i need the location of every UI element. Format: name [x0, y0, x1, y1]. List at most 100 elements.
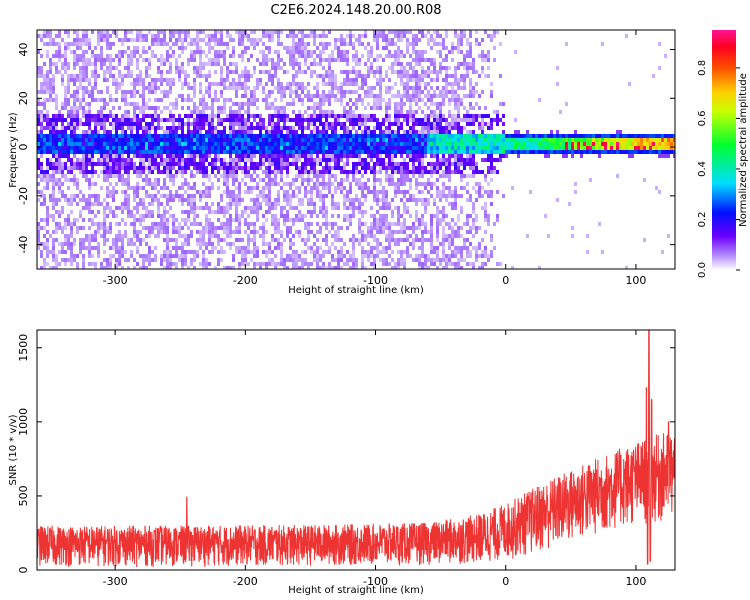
- heatmap-cell: [214, 142, 217, 146]
- heatmap-cell: [397, 210, 400, 214]
- heatmap-cell: [64, 118, 67, 122]
- heatmap-cell: [64, 106, 67, 110]
- heatmap-cell: [118, 158, 121, 162]
- heatmap-cell: [199, 86, 202, 90]
- heatmap-cell: [199, 142, 202, 146]
- heatmap-cell: [295, 70, 298, 74]
- heatmap-cell: [160, 230, 163, 234]
- heatmap-cell: [139, 54, 142, 58]
- heatmap-cell: [52, 126, 55, 130]
- heatmap-cell: [169, 254, 172, 258]
- heatmap-cell: [367, 90, 370, 94]
- heatmap-cell: [244, 34, 247, 38]
- heatmap-cell: [379, 190, 382, 194]
- heatmap-cell: [274, 254, 277, 258]
- heatmap-cell: [265, 250, 268, 254]
- heatmap-cell: [346, 174, 349, 178]
- heatmap-cell: [67, 66, 70, 70]
- heatmap-cell: [178, 246, 181, 250]
- heatmap-cell: [205, 202, 208, 206]
- heatmap-cell: [286, 170, 289, 174]
- heatmap-cell: [430, 186, 433, 190]
- heatmap-cell: [52, 118, 55, 122]
- heatmap-cell: [166, 138, 169, 142]
- heatmap-cell: [97, 114, 100, 118]
- heatmap-cell: [346, 154, 349, 158]
- heatmap-cell: [265, 98, 268, 102]
- heatmap-cell: [361, 98, 364, 102]
- heatmap-cell: [280, 82, 283, 86]
- heatmap-cell: [100, 106, 103, 110]
- heatmap-cell: [130, 102, 133, 106]
- heatmap-cell: [196, 222, 199, 226]
- heatmap-cell: [148, 262, 151, 266]
- heatmap-cell: [397, 58, 400, 62]
- heatmap-cell: [322, 74, 325, 78]
- heatmap-cell: [406, 38, 409, 42]
- heatmap-cell: [250, 238, 253, 242]
- heatmap-cell: [340, 266, 343, 269]
- heatmap-cell: [196, 162, 199, 166]
- heatmap-cell: [82, 194, 85, 198]
- heatmap-cell: [70, 258, 73, 262]
- heatmap-cell: [205, 266, 208, 269]
- heatmap-cell: [310, 214, 313, 218]
- heatmap-cell: [226, 134, 229, 138]
- heatmap-cell: [331, 150, 334, 154]
- heatmap-cell: [79, 238, 82, 242]
- heatmap-cell: [379, 98, 382, 102]
- heatmap-cell: [40, 70, 43, 74]
- heatmap-cell: [112, 106, 115, 110]
- heatmap-cell: [52, 90, 55, 94]
- heatmap-cell: [298, 230, 301, 234]
- heatmap-cell: [325, 70, 328, 74]
- heatmap-cell: [340, 146, 343, 150]
- heatmap-cell: [415, 86, 418, 90]
- heatmap-cell: [385, 258, 388, 262]
- heatmap-cell: [43, 82, 46, 86]
- heatmap-cell: [394, 70, 397, 74]
- heatmap-cell: [346, 218, 349, 222]
- heatmap-cell: [52, 218, 55, 222]
- heatmap-cell: [193, 218, 196, 222]
- heatmap-cell: [241, 58, 244, 62]
- heatmap-cell: [73, 198, 76, 202]
- heatmap-cell: [277, 154, 280, 158]
- heatmap-cell: [166, 238, 169, 242]
- heatmap-cell: [310, 150, 313, 154]
- heatmap-cell: [226, 98, 229, 102]
- heatmap-cell: [277, 246, 280, 250]
- heatmap-cell: [208, 150, 211, 154]
- heatmap-cell: [79, 142, 82, 146]
- heatmap-cell: [334, 174, 337, 178]
- heatmap-cell: [400, 254, 403, 258]
- heatmap-cell: [217, 130, 220, 134]
- heatmap-cell: [304, 226, 307, 230]
- heatmap-cell: [250, 102, 253, 106]
- heatmap-cell: [46, 42, 49, 46]
- heatmap-cell: [370, 114, 373, 118]
- heatmap-cell: [127, 142, 130, 146]
- heatmap-cell: [367, 150, 370, 154]
- heatmap-cell: [406, 170, 409, 174]
- heatmap-cell: [301, 126, 304, 130]
- heatmap-cell: [226, 178, 229, 182]
- heatmap-cell: [397, 222, 400, 226]
- heatmap-cell: [235, 238, 238, 242]
- heatmap-cell: [214, 150, 217, 154]
- heatmap-cell: [355, 170, 358, 174]
- heatmap-cell: [307, 90, 310, 94]
- heatmap-cell: [385, 166, 388, 170]
- heatmap-cell: [55, 102, 58, 106]
- heatmap-cell: [388, 150, 391, 154]
- heatmap-cell: [106, 38, 109, 42]
- heatmap-cell: [94, 266, 97, 269]
- heatmap-cell: [205, 74, 208, 78]
- heatmap-cell: [148, 106, 151, 110]
- heatmap-cell: [370, 190, 373, 194]
- heatmap-cell: [112, 114, 115, 118]
- heatmap-cell: [67, 82, 70, 86]
- heatmap-cell: [310, 134, 313, 138]
- heatmap-cell: [316, 46, 319, 50]
- heatmap-cell: [262, 194, 265, 198]
